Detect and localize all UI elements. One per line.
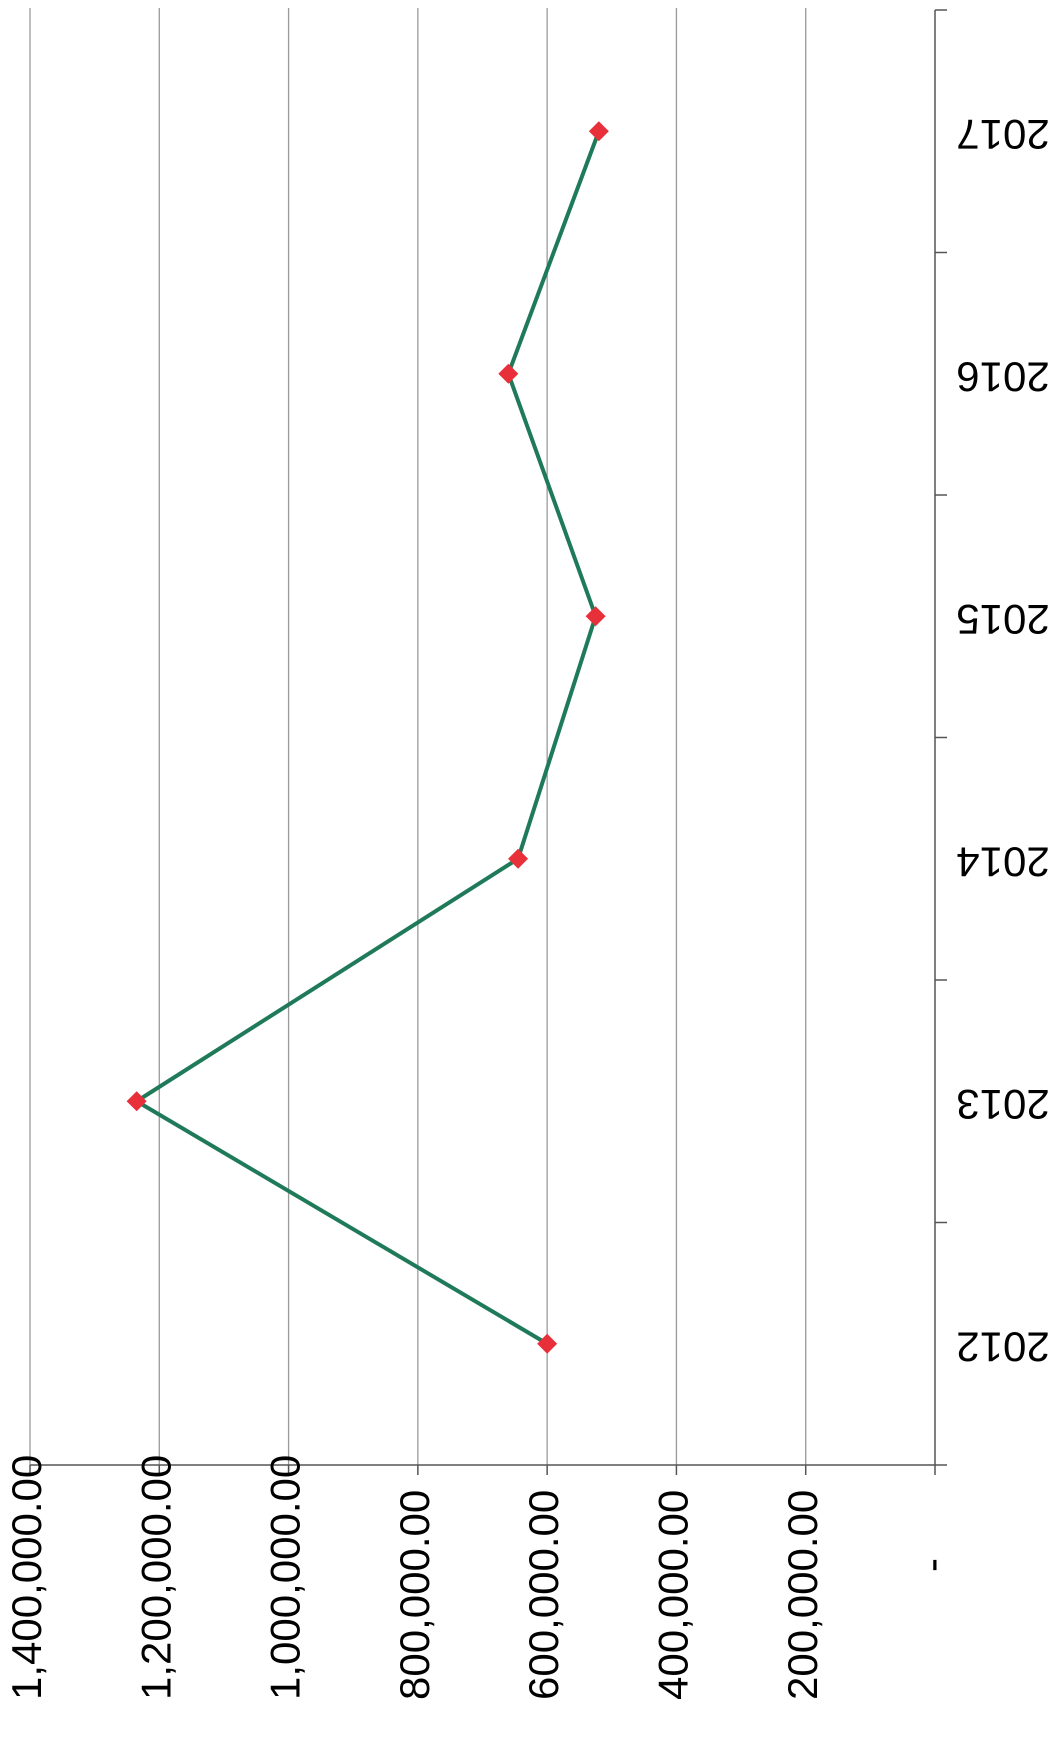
series-line: [134, 130, 601, 1346]
value-tick-label: 1,000,000.00: [262, 1455, 309, 1700]
data-point-marker: [126, 1091, 147, 1112]
value-tick-label: 800,000.00: [391, 1490, 438, 1700]
category-label: 2014: [956, 839, 1049, 886]
value-tick-label: 400,000.00: [650, 1490, 697, 1700]
value-tick-label: 200,000.00: [779, 1490, 826, 1700]
category-axis-ticks: [935, 9, 947, 1466]
data-point-marker: [588, 121, 609, 142]
category-label: 2017: [956, 111, 1049, 158]
data-point-marker: [498, 363, 519, 384]
data-point-marker: [508, 848, 529, 869]
grid-lines: [29, 8, 807, 1465]
value-axis-labels: 200,000.00 400,000.00 600,000.00 800,000.00…: [3, 1455, 955, 1700]
category-label: 2016: [956, 354, 1049, 401]
category-label: 2013: [956, 1081, 1049, 1128]
axis-lines: [30, 10, 936, 1466]
data-point-marker: [585, 606, 606, 627]
category-label: 2012: [956, 1324, 1049, 1371]
value-axis-ticks: [29, 1465, 936, 1475]
category-label: 2015: [956, 596, 1049, 643]
data-series: [126, 121, 609, 1354]
value-tick-label: 600,000.00: [520, 1490, 567, 1700]
category-axis-labels: 2012 2013 2014 2015 2016 2017: [956, 111, 1049, 1371]
value-tick-label: 1,400,000.00: [3, 1455, 50, 1700]
data-point-marker: [537, 1333, 558, 1354]
value-tick-label-zero: -: [908, 1558, 955, 1572]
value-tick-label: 1,200,000.00: [132, 1455, 179, 1700]
plot-area: [29, 8, 947, 1475]
